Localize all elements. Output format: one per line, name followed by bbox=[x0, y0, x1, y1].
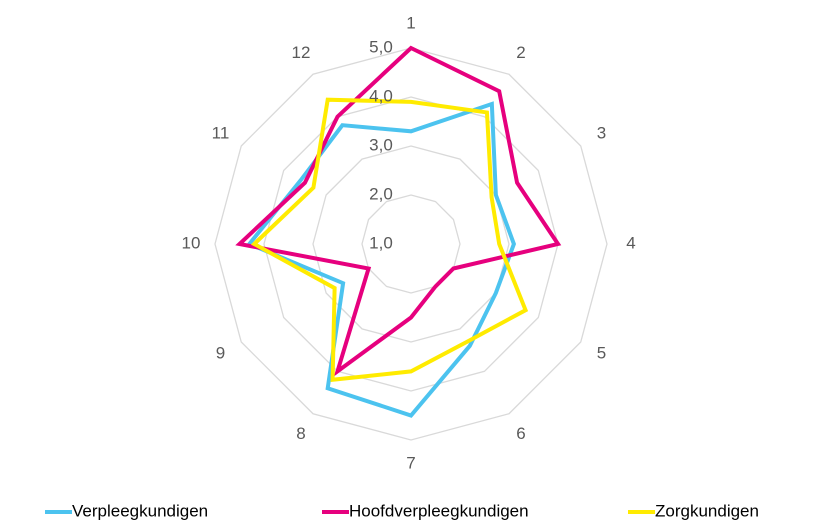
grid-ring bbox=[214, 47, 608, 441]
category-label: 10 bbox=[182, 233, 201, 252]
category-label: 4 bbox=[626, 233, 635, 252]
category-label: 12 bbox=[292, 43, 311, 62]
category-label: 1 bbox=[406, 13, 415, 32]
tick-label: 1,0 bbox=[369, 233, 393, 252]
series-line bbox=[235, 45, 562, 377]
grid-ring bbox=[312, 145, 510, 343]
legend-item: Verpleegkundigen bbox=[45, 501, 208, 520]
series-line bbox=[246, 101, 517, 418]
legend-label: Zorgkundigen bbox=[655, 501, 759, 520]
category-label: 11 bbox=[212, 123, 230, 142]
category-label: 6 bbox=[516, 424, 525, 443]
category-label: 9 bbox=[216, 343, 225, 362]
grid-ring bbox=[263, 96, 559, 392]
legend-label: Verpleegkundigen bbox=[72, 501, 208, 520]
tick-label: 3,0 bbox=[369, 135, 393, 154]
category-label: 3 bbox=[597, 123, 606, 142]
grid-ring bbox=[361, 194, 461, 294]
series-line bbox=[250, 97, 529, 383]
legend-item: Zorgkundigen bbox=[628, 501, 759, 520]
tick-label: 5,0 bbox=[369, 37, 393, 56]
category-label: 5 bbox=[597, 343, 606, 362]
tick-label: 4,0 bbox=[369, 86, 393, 105]
category-label: 7 bbox=[406, 453, 415, 472]
legend-label: Hoofdverpleegkundigen bbox=[349, 501, 529, 520]
category-label: 8 bbox=[296, 424, 305, 443]
category-label: 2 bbox=[516, 43, 525, 62]
tick-label: 2,0 bbox=[369, 184, 393, 203]
legend-item: Hoofdverpleegkundigen bbox=[322, 501, 529, 520]
